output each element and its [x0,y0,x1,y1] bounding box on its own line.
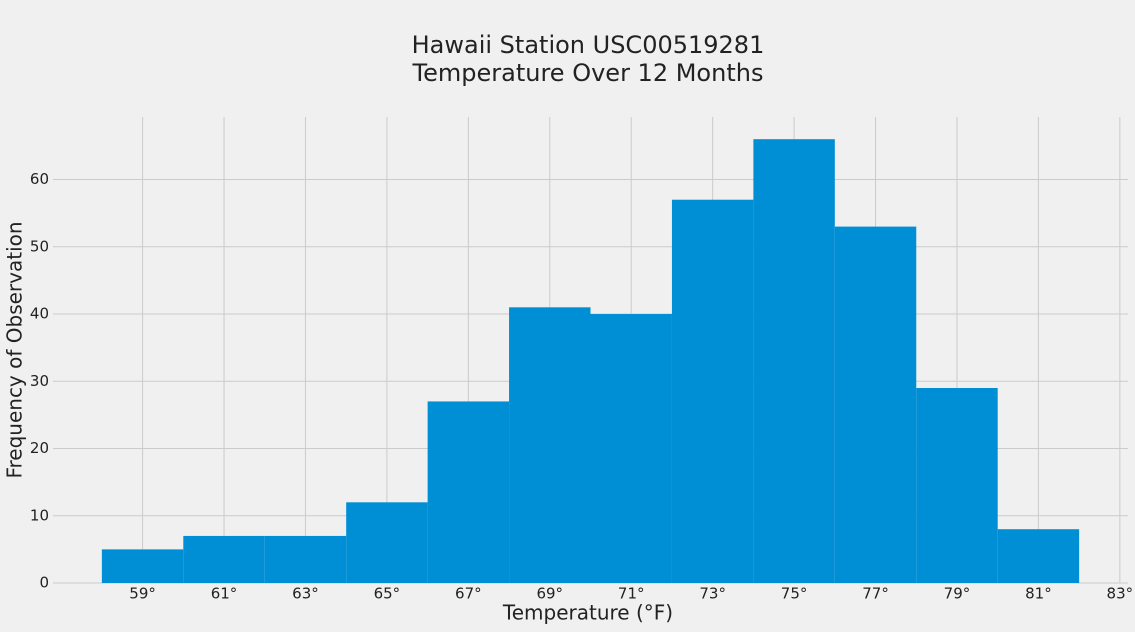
y-axis-label: Frequency of Observation [3,221,27,478]
y-tick-label: 40 [30,305,49,323]
x-tick-label: 59° [129,585,156,603]
x-axis-label: Temperature (°F) [502,601,673,625]
x-tick-label: 71° [618,585,645,603]
x-tick-label: 83° [1107,585,1134,603]
histogram-bar [916,387,998,583]
histogram-bar [346,502,428,583]
chart-subtitle: Temperature Over 12 Months [412,59,764,87]
x-tick-label: 81° [1025,585,1052,603]
y-tick-label: 0 [39,574,49,592]
histogram-bar [997,529,1080,583]
x-tick-label: 69° [536,585,563,603]
histogram-bar [834,226,917,584]
x-tick-label: 75° [781,585,808,603]
histogram-bar [509,307,591,583]
y-tick-label: 20 [30,439,49,457]
x-tick-label: 79° [944,585,971,603]
histogram-bar [590,314,672,583]
histogram-bar [671,199,754,583]
histogram-bar [101,549,184,583]
y-tick-label: 60 [30,170,49,188]
y-tick-label: 30 [30,372,49,390]
x-tick-label: 73° [699,585,726,603]
chart-title: Hawaii Station USC00519281 [412,31,765,59]
x-tick-label: 61° [211,585,238,603]
x-tick-label: 67° [455,585,482,603]
histogram-bar [183,535,265,583]
y-tick-label: 50 [30,237,49,255]
x-tick-label: 63° [292,585,319,603]
x-tick-label: 65° [374,585,401,603]
y-tick-label: 10 [30,506,49,524]
x-tick-label: 77° [862,585,889,603]
histogram-bar [427,401,510,583]
histogram-bar [753,139,835,583]
histogram-bar [264,535,347,583]
